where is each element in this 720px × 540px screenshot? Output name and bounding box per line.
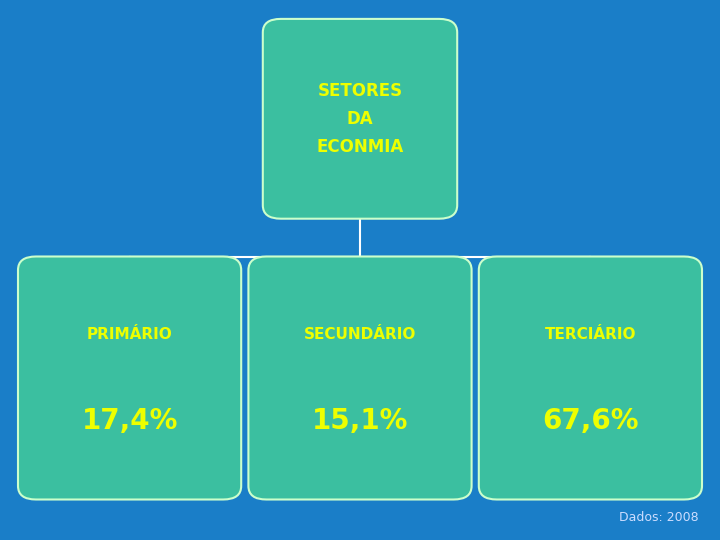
Text: PRIMÁRIO: PRIMÁRIO bbox=[86, 327, 173, 342]
Text: 67,6%: 67,6% bbox=[542, 407, 639, 435]
Text: SECUNDÁRIO: SECUNDÁRIO bbox=[304, 327, 416, 342]
Text: SETORES
DA
ECONMIA: SETORES DA ECONMIA bbox=[316, 82, 404, 156]
Text: 15,1%: 15,1% bbox=[312, 407, 408, 435]
FancyBboxPatch shape bbox=[479, 256, 702, 500]
FancyBboxPatch shape bbox=[18, 256, 241, 500]
Text: TERCIÁRIO: TERCIÁRIO bbox=[544, 327, 636, 342]
Text: 17,4%: 17,4% bbox=[81, 407, 178, 435]
FancyBboxPatch shape bbox=[263, 19, 457, 219]
FancyBboxPatch shape bbox=[248, 256, 472, 500]
Text: Dados: 2008: Dados: 2008 bbox=[618, 511, 698, 524]
